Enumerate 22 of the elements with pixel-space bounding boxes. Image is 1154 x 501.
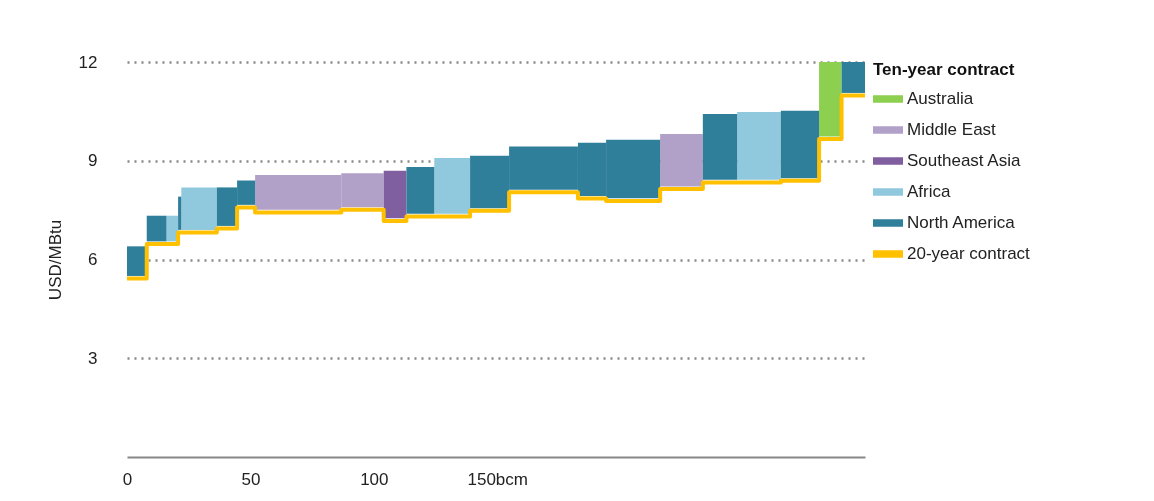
bar [434,158,471,214]
legend-label: Middle East [907,120,997,139]
legend-label: North America [907,213,1016,232]
bar [383,170,407,219]
x-tick-label: 50 [241,469,261,489]
x-tick-label: 150bcm [467,469,528,489]
legend-title: Ten-year contract [873,60,1015,79]
bar [660,134,703,187]
y-axis-title: USD/MBtu [45,219,65,301]
y-tick-label: 3 [88,348,98,368]
x-tick-label: 100 [360,469,389,489]
bar [819,62,842,137]
legend-label: Australia [907,89,974,108]
bar [181,187,217,230]
legend-label: Southeast Asia [907,151,1021,170]
legend-label: 20-year contract [907,244,1031,263]
x-tick-label: 0 [122,469,133,489]
y-tick-label: 6 [88,250,98,269]
legend-label: Africa [907,182,951,201]
y-tick-label: 9 [88,151,98,171]
y-tick-label: 12 [78,52,98,72]
bar [406,167,435,214]
